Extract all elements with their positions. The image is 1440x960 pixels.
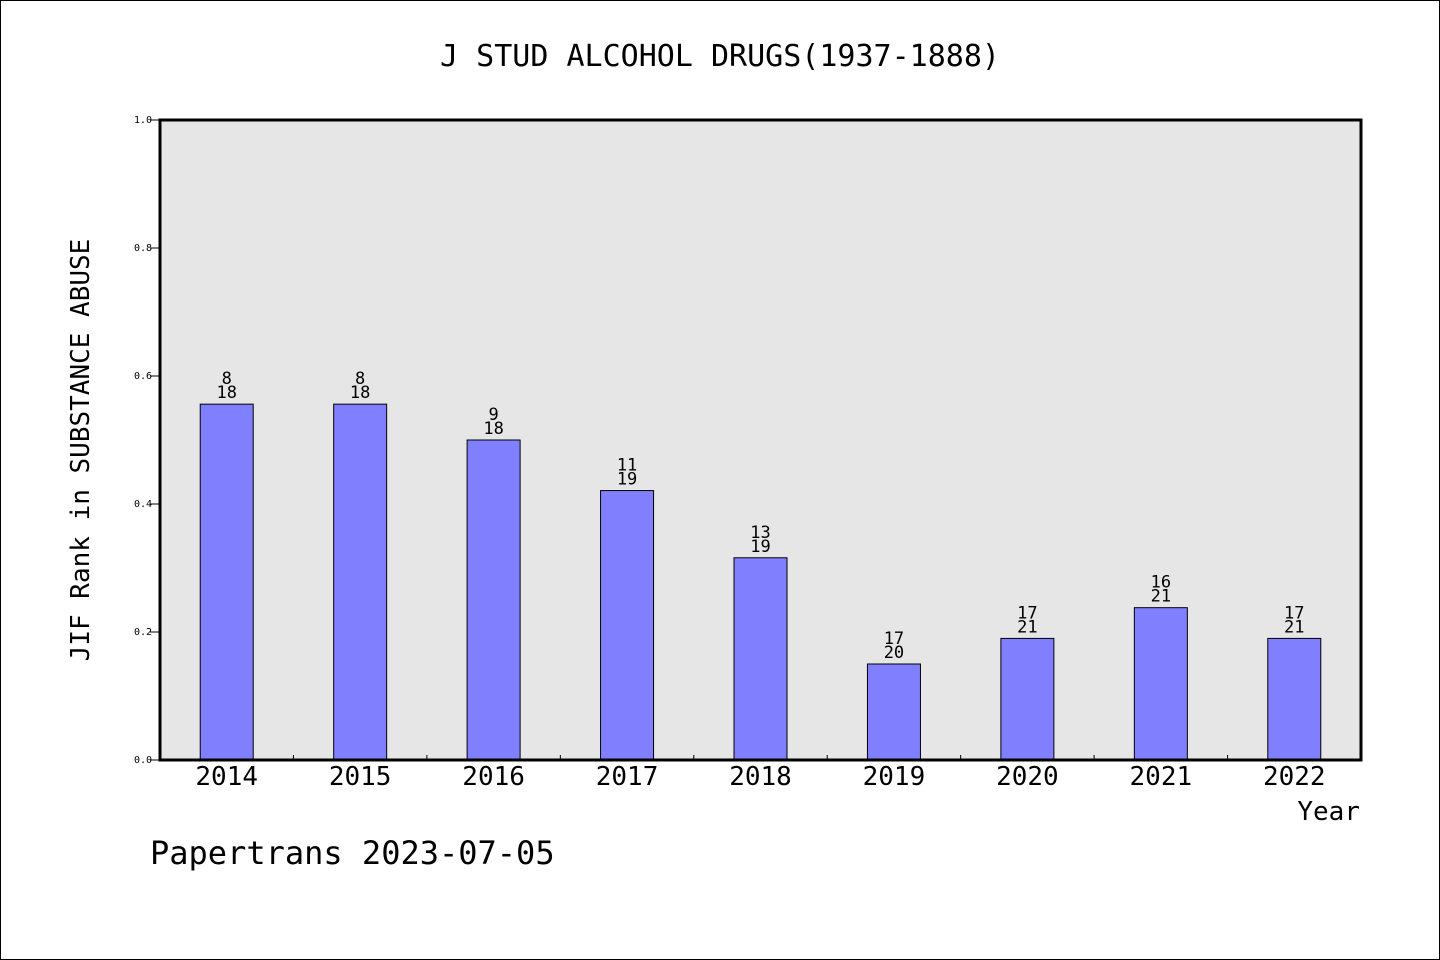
bar-2019 xyxy=(866,663,921,761)
x-axis-ticks: 2014 2015 2016 2017 2018 2019 2020 2021 2022 xyxy=(195,755,1326,792)
bar-2015 xyxy=(333,403,388,761)
x-tick-label-2021: 2021 xyxy=(1130,762,1193,792)
rank-label-2016: 9 xyxy=(488,405,498,425)
rank-label-2018: 13 xyxy=(750,523,770,543)
total-label-2021: 21 xyxy=(1151,587,1171,607)
bar-2017 xyxy=(600,490,655,761)
bar-2016 xyxy=(466,439,521,761)
total-label-2019: 20 xyxy=(884,643,904,663)
x-tick-label-2016: 2016 xyxy=(462,762,525,792)
y-tick-label: 0.6 xyxy=(134,371,152,382)
x-tick-label-2022: 2022 xyxy=(1263,762,1326,792)
rank-label-2022: 17 xyxy=(1284,603,1304,623)
rank-label-2017: 11 xyxy=(617,456,637,476)
total-label-2017: 19 xyxy=(617,470,637,490)
x-tick-label-2018: 2018 xyxy=(729,762,792,792)
y-axis-label: JIF Rank in SUBSTANCE ABUSE xyxy=(66,239,96,662)
rank-label-2014: 8 xyxy=(222,369,232,389)
bar-2014 xyxy=(199,403,254,761)
total-label-2015: 18 xyxy=(350,383,370,403)
rank-label-2020: 17 xyxy=(1017,603,1037,623)
bar-2021 xyxy=(1133,607,1188,761)
total-label-2018: 19 xyxy=(750,537,770,557)
total-label-2014: 18 xyxy=(216,383,236,403)
bar-2022 xyxy=(1267,637,1322,761)
x-tick-label-2014: 2014 xyxy=(195,762,258,792)
bar-2020 xyxy=(1000,637,1055,761)
x-axis-label: Year xyxy=(1297,797,1360,827)
y-tick-label: 0.4 xyxy=(134,499,152,510)
bar-2018 xyxy=(733,557,788,761)
y-tick-label: 0.8 xyxy=(134,243,152,254)
rank-label-2015: 8 xyxy=(355,369,365,389)
watermark-text: Papertrans 2023-07-05 xyxy=(150,834,555,872)
chart-title: J STUD ALCOHOL DRUGS(1937-1888) xyxy=(440,39,1000,74)
y-tick-label: 0.2 xyxy=(134,627,152,638)
total-label-2020: 21 xyxy=(1017,617,1037,637)
y-tick-label: 1.0 xyxy=(134,115,152,126)
total-label-2022: 21 xyxy=(1284,617,1304,637)
y-tick-label: 0.0 xyxy=(134,755,152,766)
plot-border xyxy=(158,118,1363,762)
total-label-2016: 18 xyxy=(483,419,503,439)
rank-label-2021: 16 xyxy=(1151,573,1171,593)
x-tick-label-2020: 2020 xyxy=(996,762,1059,792)
y-axis-ticks: 0.0 0.2 0.4 0.6 0.8 1.0 xyxy=(134,115,160,766)
x-tick-label-2017: 2017 xyxy=(596,762,659,792)
x-tick-label-2015: 2015 xyxy=(329,762,392,792)
x-tick-label-2019: 2019 xyxy=(863,762,926,792)
rank-label-2019: 17 xyxy=(884,629,904,649)
bars-group xyxy=(199,403,1322,761)
